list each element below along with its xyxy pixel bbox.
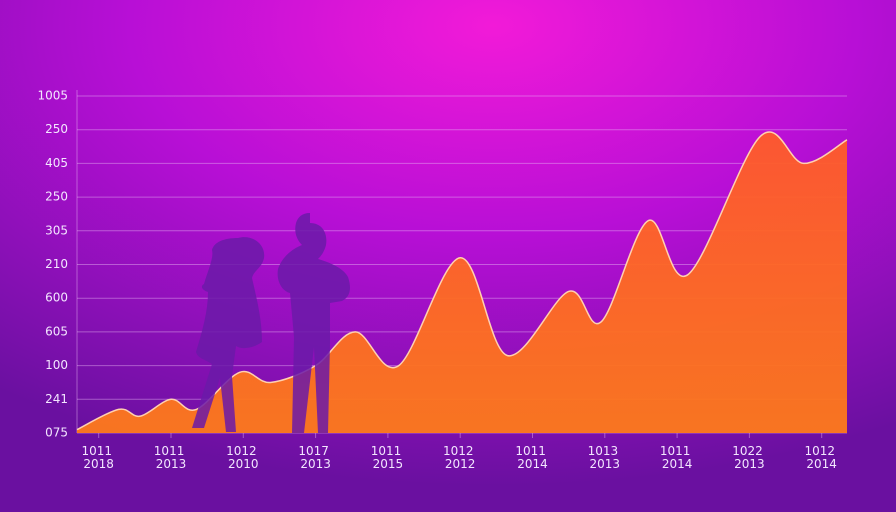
x-tick-label: 1022 2013 [732, 444, 766, 471]
x-tick-label: 1011 2014 [515, 444, 549, 471]
y-tick-label: 250 [45, 190, 68, 204]
x-tick-label: 1017 2013 [298, 444, 332, 471]
y-tick-label: 250 [45, 122, 68, 136]
x-tick-label: 1012 2012 [443, 444, 477, 471]
silhouettes [192, 213, 350, 433]
x-tick-label: 1011 2018 [82, 444, 116, 471]
labels: 075 241 100 605 600 210 305 250 405 250 1005 1011 2… [37, 89, 838, 471]
y-tick-label: 075 [45, 426, 68, 440]
y-tick-label: 210 [45, 257, 68, 271]
y-tick-label: 1005 [37, 89, 68, 103]
y-tick-label: 600 [45, 291, 68, 305]
man-silhouette [277, 213, 350, 433]
y-tick-label: 305 [45, 223, 68, 237]
x-tick-label: 1011 2013 [154, 444, 188, 471]
area-layer [76, 131, 848, 433]
y-tick-label: 405 [45, 156, 68, 170]
x-tick-label: 1012 2014 [805, 444, 839, 471]
y-tick-label: 100 [45, 358, 68, 372]
x-tick-label: 1012 2010 [226, 444, 260, 471]
x-tick-label: 1013 2013 [588, 444, 622, 471]
area [77, 131, 847, 433]
area-outline [76, 131, 848, 431]
y-tick-label: 605 [45, 324, 68, 338]
x-tick-label: 1011 2014 [660, 444, 694, 471]
woman-silhouette [192, 237, 265, 432]
y-tick-label: 241 [45, 392, 68, 406]
x-tick-label: 1011 2015 [371, 444, 405, 471]
